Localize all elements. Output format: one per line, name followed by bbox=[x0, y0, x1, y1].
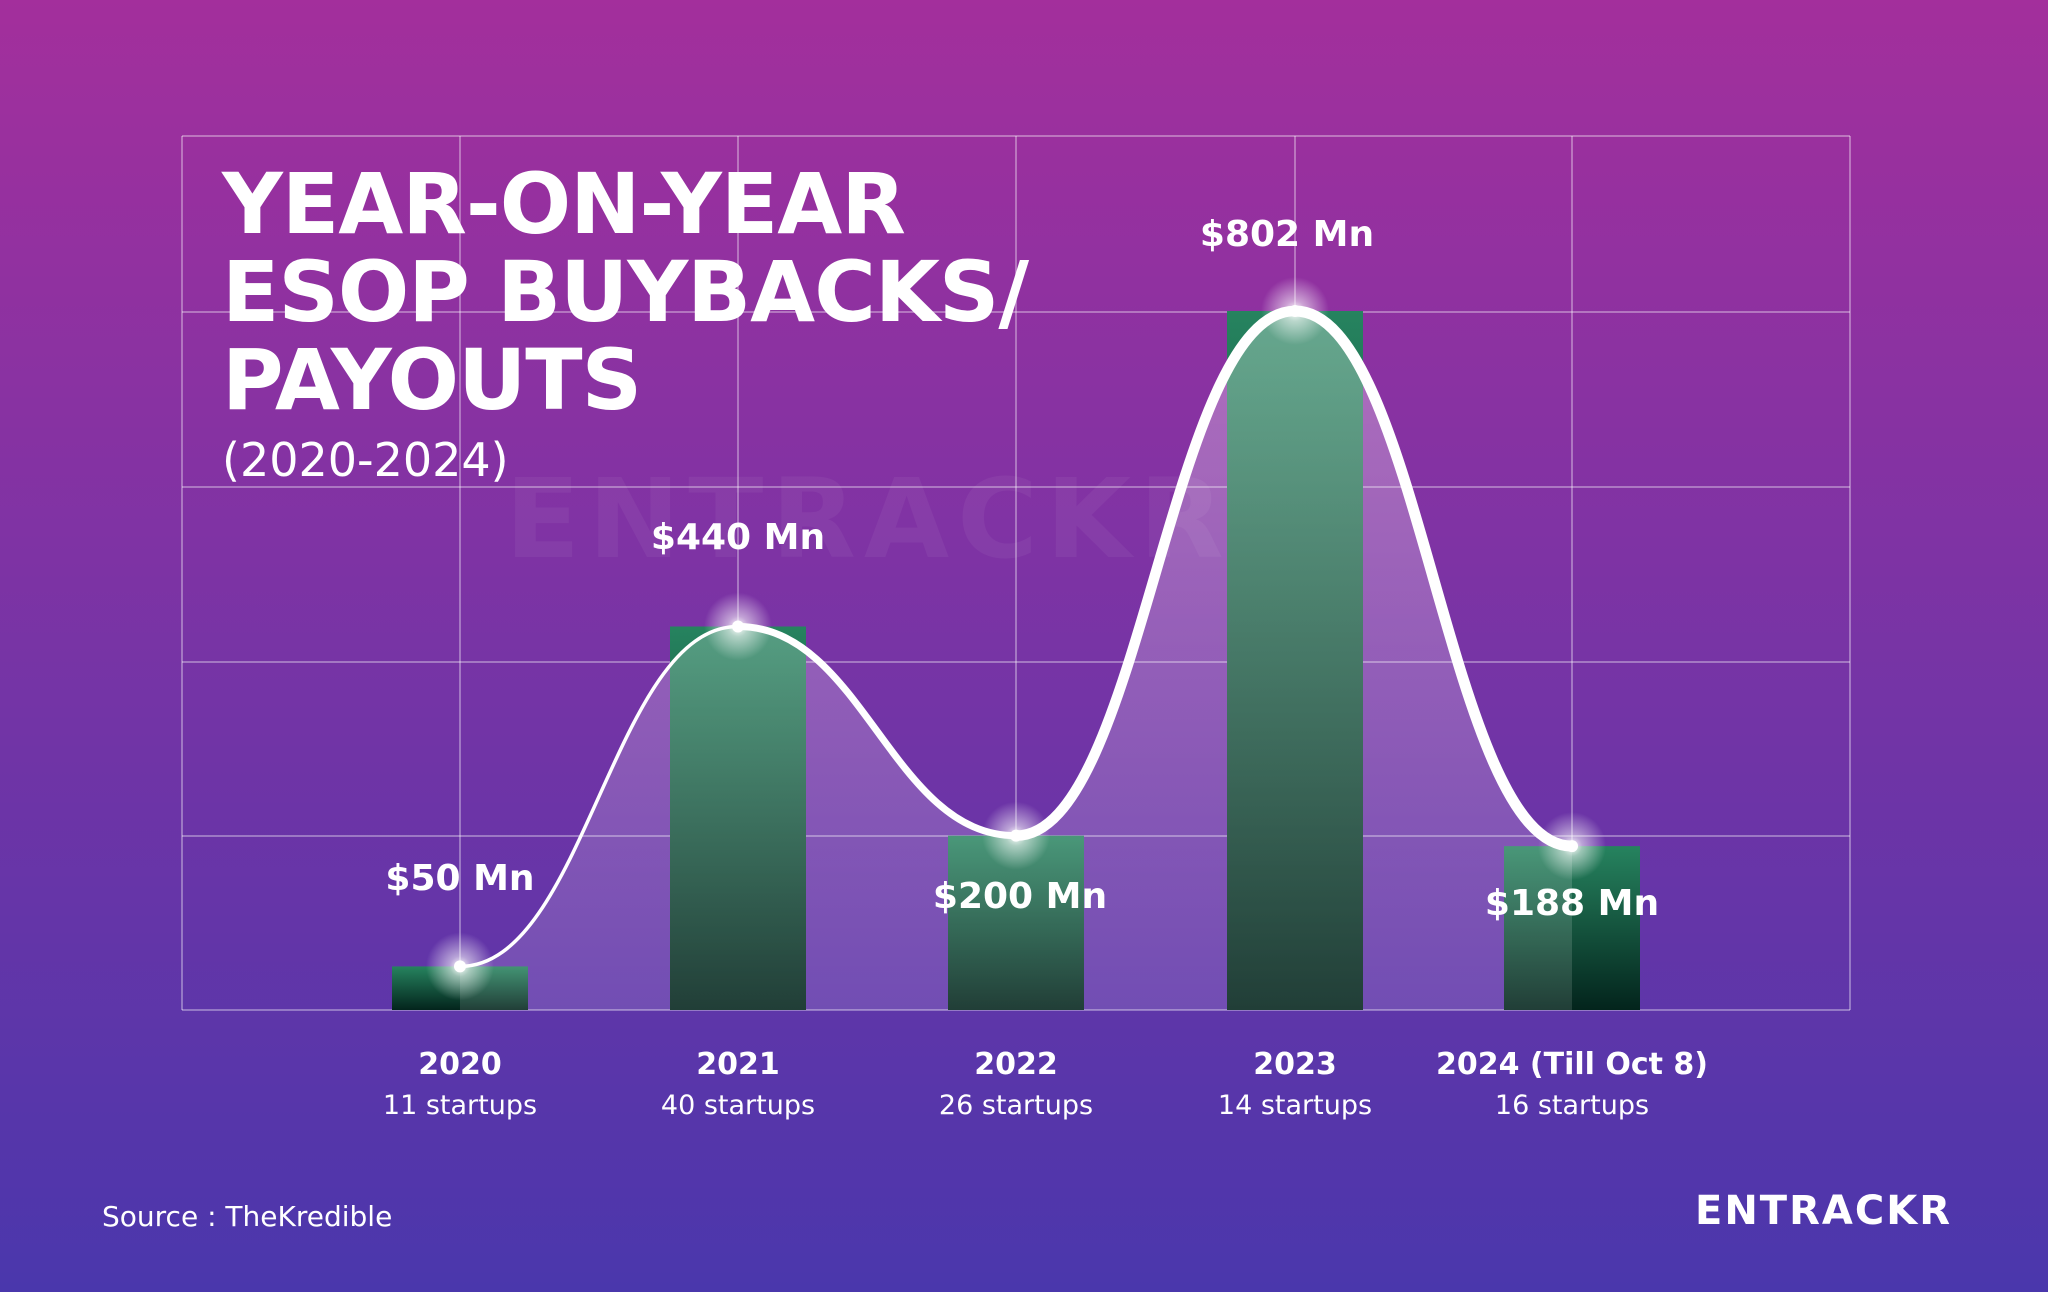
source-note: Source : TheKredible bbox=[102, 1200, 393, 1233]
glow-point-core bbox=[1010, 829, 1022, 842]
chart-grid bbox=[181, 135, 1851, 1011]
data-label: $802 Mn bbox=[1200, 214, 1374, 255]
curve-area bbox=[460, 311, 1572, 1010]
x-tick-label: 2022 bbox=[974, 1047, 1058, 1082]
x-sublabel: 16 startups bbox=[1495, 1090, 1649, 1121]
chart-title-line-1: YEAR-ON-YEAR bbox=[222, 155, 906, 253]
x-tick-label: 2024 (Till Oct 8) bbox=[1436, 1047, 1708, 1082]
x-tick-label: 2021 bbox=[696, 1047, 780, 1082]
chart-subtitle: (2020-2024) bbox=[222, 433, 509, 487]
trend-curve-segment bbox=[1289, 305, 1578, 852]
data-label: $200 Mn bbox=[933, 876, 1107, 917]
watermark: ENTRACKR bbox=[505, 455, 1232, 583]
data-label: $440 Mn bbox=[651, 517, 825, 558]
title-block: YEAR-ON-YEAR ESOP BUYBACKS/ PAYOUTS (202… bbox=[222, 155, 1029, 488]
x-sublabel: 40 startups bbox=[661, 1090, 815, 1121]
trend-curve-segment bbox=[458, 624, 740, 969]
x-sublabel: 11 startups bbox=[383, 1090, 537, 1121]
glow-point-core bbox=[1566, 840, 1578, 853]
x-tick-label: 2020 bbox=[418, 1047, 502, 1082]
glow-point-core bbox=[454, 960, 466, 973]
trend-curve-segment bbox=[1010, 305, 1301, 841]
trend-curve-segment bbox=[734, 623, 1020, 840]
data-label: $50 Mn bbox=[385, 858, 534, 899]
data-label: $188 Mn bbox=[1485, 883, 1659, 924]
chart-title-line-3: PAYOUTS bbox=[222, 331, 642, 429]
glow-point-core bbox=[1289, 305, 1301, 317]
x-sublabel: 26 startups bbox=[939, 1090, 1093, 1121]
chart-title-line-2: ESOP BUYBACKS/ bbox=[222, 243, 1029, 341]
glow-point-core bbox=[732, 620, 744, 633]
x-tick-label: 2023 bbox=[1253, 1047, 1337, 1082]
brand-logo: ENTRACKR bbox=[1695, 1188, 1952, 1234]
x-sublabel: 14 startups bbox=[1218, 1090, 1372, 1121]
